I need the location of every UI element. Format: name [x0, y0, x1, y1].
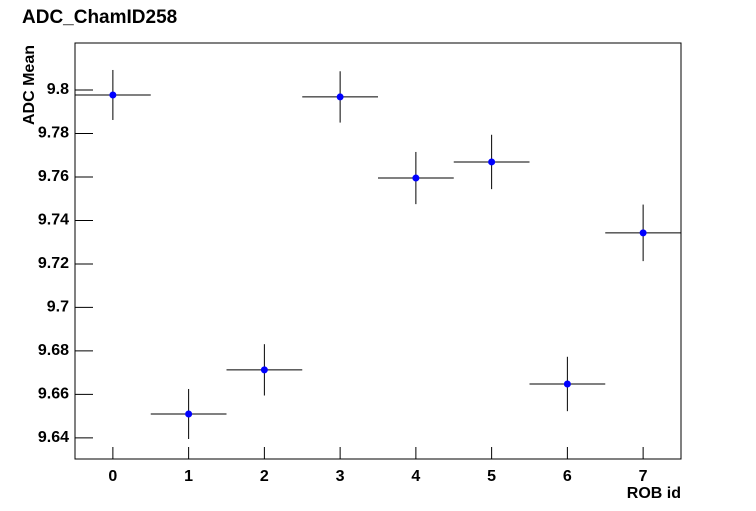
y-tick-label: 9.76: [38, 168, 69, 185]
y-tick-label: 9.64: [38, 429, 69, 446]
x-tick-label: 2: [260, 468, 269, 485]
x-axis-label: ROB id: [627, 485, 681, 502]
y-tick-label: 9.78: [38, 125, 69, 142]
chart-title: ADC_ChamID258: [22, 7, 177, 28]
data-point: [563, 380, 571, 388]
data-point: [109, 91, 117, 99]
data-point: [185, 410, 193, 418]
y-axis-label: ADC Mean: [21, 45, 38, 125]
plot-frame: [74, 42, 682, 460]
x-tick-label: 1: [184, 468, 193, 485]
x-tick-label: 7: [639, 468, 648, 485]
data-point: [412, 174, 420, 182]
y-tick-label: 9.8: [47, 81, 69, 98]
y-tick-label: 9.72: [38, 255, 69, 272]
data-point: [488, 158, 496, 166]
data-point: [639, 229, 647, 237]
x-tick-label: 4: [411, 468, 420, 485]
data-point: [260, 366, 268, 374]
x-tick-label: 0: [108, 468, 117, 485]
y-tick-label: 9.7: [47, 299, 69, 316]
data-point: [336, 93, 344, 101]
x-tick-label: 5: [487, 468, 496, 485]
y-tick-label: 9.74: [38, 212, 69, 229]
x-tick-label: 3: [336, 468, 345, 485]
y-tick-label: 9.68: [38, 342, 69, 359]
x-tick-label: 6: [563, 468, 572, 485]
y-tick-label: 9.66: [38, 386, 69, 403]
